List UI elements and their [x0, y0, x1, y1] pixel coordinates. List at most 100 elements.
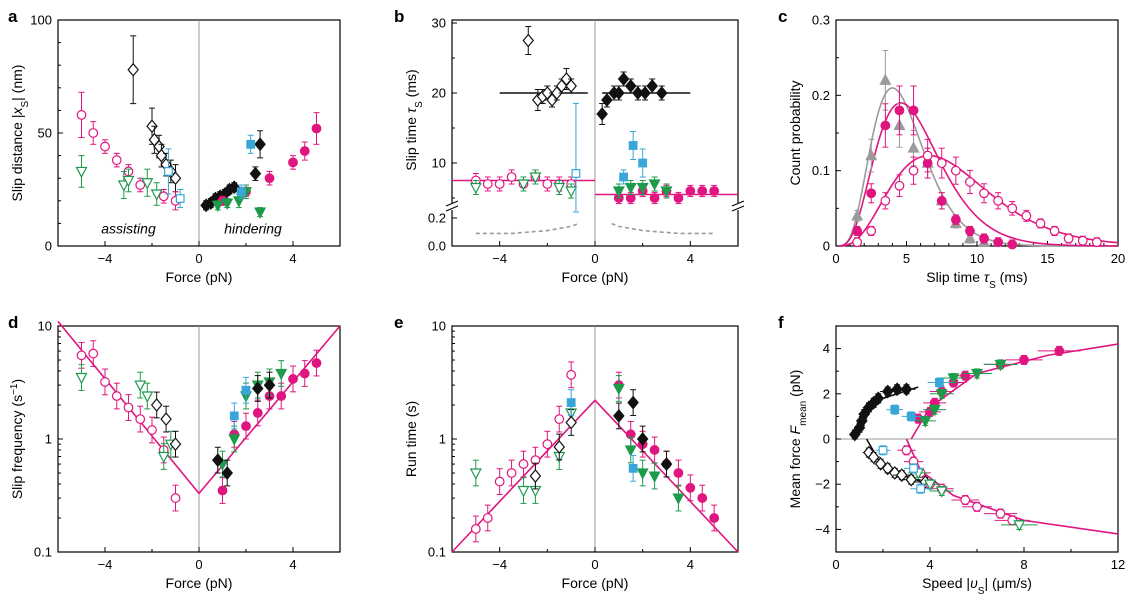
data-point	[518, 459, 529, 469]
data-point	[542, 179, 553, 189]
data-point	[111, 391, 122, 401]
data-point	[158, 191, 169, 202]
data-point	[960, 495, 971, 505]
y-tick-label-f: −4	[815, 522, 830, 537]
data-point	[150, 189, 163, 201]
x-tick-label-c: 5	[903, 251, 910, 266]
data-point	[596, 107, 608, 121]
series-blue-open-square	[875, 445, 931, 494]
data-point	[617, 72, 630, 86]
y-axis-label-c: Count probability	[787, 80, 803, 185]
data-point	[908, 105, 919, 116]
data-point	[636, 182, 649, 195]
series-green-filled-triangle	[211, 184, 267, 219]
data-point	[249, 166, 262, 181]
series-blue-filled-square	[229, 376, 251, 430]
data-point	[909, 463, 918, 473]
data-point	[1021, 210, 1032, 221]
axis-break-mark	[731, 205, 745, 212]
data-point	[908, 165, 919, 176]
data-point	[554, 414, 565, 425]
data-point	[542, 439, 553, 450]
data-point	[1091, 237, 1102, 248]
series-blue-filled-square	[236, 134, 256, 200]
data-point	[76, 110, 87, 120]
y-tick-label-f: 4	[823, 341, 830, 356]
data-point	[117, 180, 130, 192]
x-axis-label-f: Speed |υS| (μm/s)	[922, 575, 1032, 597]
data-point	[252, 408, 263, 418]
data-point	[852, 226, 863, 236]
y-tick-label-c: 0.1	[812, 163, 830, 178]
data-point	[1007, 239, 1018, 250]
data-point	[517, 179, 530, 191]
data-point	[612, 186, 625, 198]
data-point	[624, 182, 637, 195]
data-point	[212, 453, 224, 468]
data-point	[100, 141, 110, 152]
data-point	[881, 461, 894, 476]
series-magenta-open-circle	[852, 138, 1102, 248]
data-point	[150, 398, 163, 412]
data-point	[660, 186, 673, 198]
x-tick-label-b: 0	[591, 251, 598, 266]
data-point	[553, 440, 566, 454]
data-point	[211, 200, 224, 213]
panel-label-d: d	[8, 313, 18, 332]
data-point	[993, 195, 1004, 206]
data-point	[75, 166, 88, 179]
data-point	[628, 141, 638, 150]
data-point	[867, 450, 880, 465]
series-blue-filled-square	[886, 377, 952, 422]
y-tick-label-a: 50	[38, 126, 52, 141]
data-point	[935, 389, 948, 401]
series-magenta-open-circle	[76, 340, 181, 512]
y-tick-label-b: 10	[432, 156, 446, 171]
data-point	[506, 172, 517, 182]
noise-curve-left	[475, 222, 579, 235]
data-point	[565, 79, 577, 93]
data-point	[229, 411, 239, 421]
data-point	[571, 169, 581, 178]
data-point	[624, 445, 637, 457]
data-point	[936, 158, 947, 169]
data-point	[565, 415, 577, 430]
data-point	[894, 180, 905, 191]
data-point	[852, 237, 863, 248]
noise-curve-right	[611, 222, 715, 235]
data-point	[254, 137, 266, 152]
data-point	[950, 214, 961, 225]
data-point	[963, 231, 976, 244]
x-tick-label-a: −4	[98, 251, 113, 266]
data-point	[879, 73, 892, 85]
y-axis-label-f: Mean force Fmean (pN)	[787, 370, 809, 509]
data-point	[995, 508, 1006, 519]
data-point	[276, 391, 287, 401]
data-point	[221, 466, 233, 480]
data-point	[1049, 226, 1060, 236]
series-black-open-diamond	[529, 409, 577, 490]
data-point	[141, 391, 154, 403]
data-point	[907, 141, 920, 153]
data-point	[275, 368, 288, 381]
x-tick-label-f: 0	[832, 557, 839, 572]
series-black-open-diamond	[522, 26, 577, 111]
data-point	[935, 486, 948, 498]
panel-label-f: f	[778, 313, 784, 332]
data-point	[979, 233, 989, 244]
axis-break-mask	[730, 203, 746, 210]
series-green-filled-triangle	[914, 359, 1018, 428]
y-tick-label-e: 0.1	[428, 545, 446, 560]
x-tick-label-d: −4	[98, 557, 113, 572]
data-point	[241, 421, 251, 432]
data-point	[232, 196, 245, 208]
data-point	[648, 471, 661, 483]
data-point	[872, 391, 885, 406]
data-point	[673, 468, 684, 478]
data-point	[469, 182, 482, 195]
data-point	[636, 432, 649, 446]
x-tick-label-d: 0	[195, 557, 202, 572]
data-point	[994, 359, 1007, 372]
series-magenta-open-circle	[76, 91, 181, 211]
